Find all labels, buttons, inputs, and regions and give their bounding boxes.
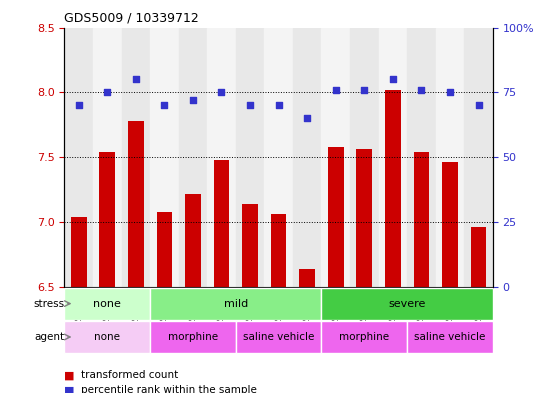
Bar [156, 212, 172, 287]
Bar [64, 288, 150, 320]
Bar [150, 288, 321, 320]
Bar [464, 28, 493, 287]
Bar [379, 28, 407, 287]
Bar [179, 28, 207, 287]
Bar [321, 321, 407, 353]
Point [417, 86, 426, 93]
Bar [213, 160, 230, 287]
Bar [64, 321, 150, 353]
Bar [64, 28, 93, 287]
Bar [99, 152, 115, 287]
Point [274, 102, 283, 108]
Text: ■: ■ [64, 370, 75, 380]
Bar [207, 28, 236, 287]
Point [188, 97, 198, 103]
Bar [356, 149, 372, 287]
Text: transformed count: transformed count [81, 370, 179, 380]
Bar [128, 121, 144, 287]
Bar [328, 147, 344, 287]
Text: none: none [94, 299, 121, 309]
Point [245, 102, 254, 108]
Bar [321, 288, 493, 320]
Point [103, 89, 112, 95]
Bar [385, 90, 401, 287]
Point [302, 115, 311, 121]
Text: none: none [94, 332, 120, 342]
Point [360, 86, 368, 93]
Bar [236, 28, 264, 287]
Bar [242, 204, 258, 287]
Point [446, 89, 455, 95]
Bar [71, 217, 87, 287]
Bar [264, 28, 293, 287]
Point [74, 102, 83, 108]
Point [217, 89, 226, 95]
Bar [350, 28, 379, 287]
Bar [413, 152, 430, 287]
Text: percentile rank within the sample: percentile rank within the sample [81, 385, 257, 393]
Text: stress: stress [33, 299, 64, 309]
Text: severe: severe [389, 299, 426, 309]
Point [474, 102, 483, 108]
Bar [299, 269, 315, 287]
Bar [122, 28, 150, 287]
Bar [185, 193, 201, 287]
Bar [270, 214, 287, 287]
Bar [321, 28, 350, 287]
Bar [407, 321, 493, 353]
Point [388, 76, 397, 83]
Bar [293, 28, 321, 287]
Bar [470, 227, 487, 287]
Point [160, 102, 169, 108]
Bar [436, 28, 464, 287]
Text: morphine: morphine [168, 332, 218, 342]
Bar [407, 28, 436, 287]
Point [331, 86, 340, 93]
Text: GDS5009 / 10339712: GDS5009 / 10339712 [64, 12, 199, 25]
Bar [150, 28, 179, 287]
Bar [442, 162, 458, 287]
Text: agent: agent [34, 332, 64, 342]
Point [131, 76, 140, 83]
Bar [236, 321, 321, 353]
Text: saline vehicle: saline vehicle [414, 332, 486, 342]
Text: ■: ■ [64, 385, 75, 393]
Bar [93, 28, 122, 287]
Bar [150, 321, 236, 353]
Text: morphine: morphine [339, 332, 389, 342]
Text: saline vehicle: saline vehicle [243, 332, 314, 342]
Text: mild: mild [223, 299, 248, 309]
